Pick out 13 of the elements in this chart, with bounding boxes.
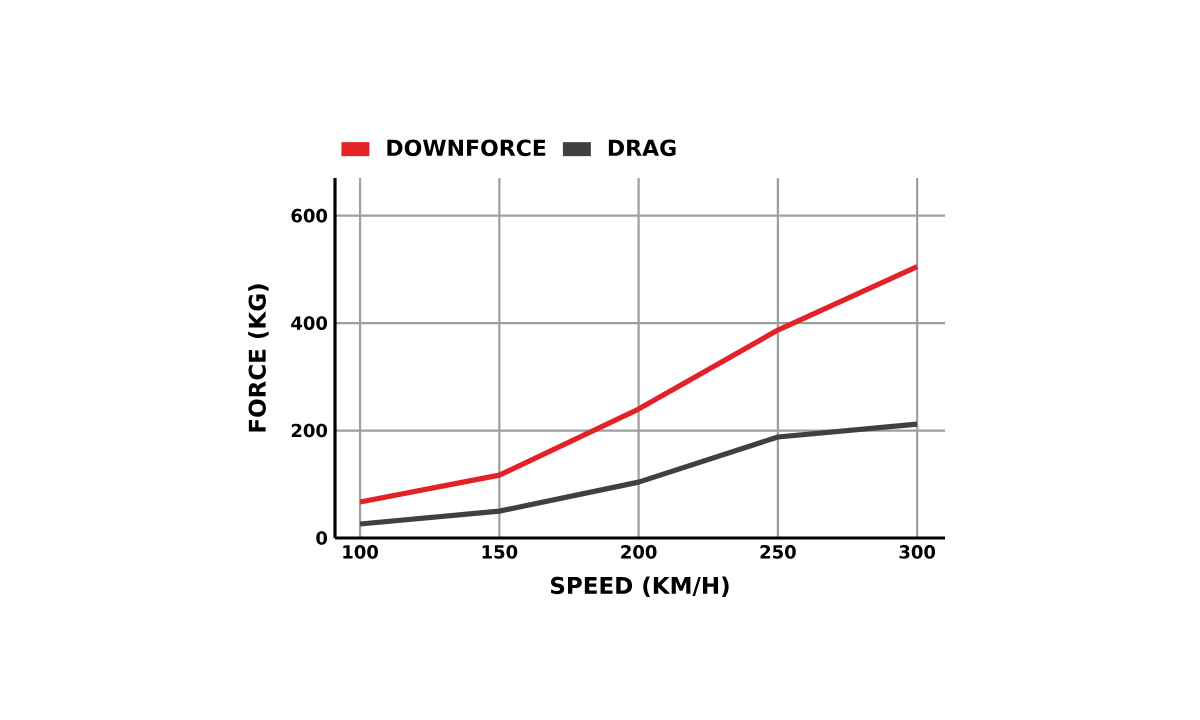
y-axis-title: FORCE (KG) [248, 284, 269, 432]
y-tick-label: 200 [291, 423, 328, 438]
x-tick-label: 150 [482, 545, 518, 559]
legend-label: DRAG [608, 139, 676, 157]
x-tick-label: 300 [899, 545, 936, 559]
x-axis-title: SPEED (KM/H) [551, 576, 729, 597]
y-tick-label: 0 [316, 531, 328, 545]
x-tick-label: 100 [343, 545, 379, 559]
legend-label: DOWNFORCE [387, 139, 546, 157]
x-tick-label: 250 [760, 545, 796, 559]
y-tick-label: 400 [291, 316, 328, 330]
y-tick-label: 600 [291, 208, 328, 223]
x-tick-label: 200 [621, 545, 657, 559]
